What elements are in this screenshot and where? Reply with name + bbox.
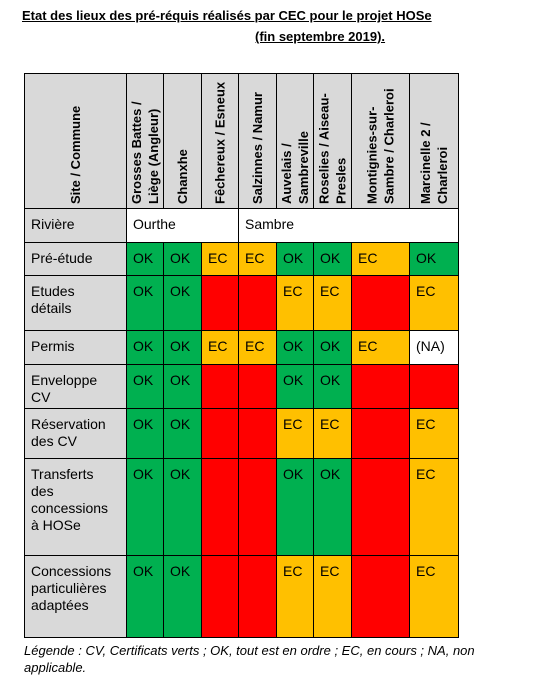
- status-cell: [351, 555, 410, 638]
- status-cell: OK: [409, 242, 459, 276]
- status-cell: OK: [126, 458, 164, 556]
- status-cell: EC: [238, 330, 277, 365]
- status-cell: EC: [276, 408, 314, 459]
- status-cell: EC: [276, 275, 314, 331]
- status-cell: OK: [126, 408, 164, 459]
- column-header-text: Auvelais / Sambreville: [279, 131, 311, 204]
- row-label: Réservation des CV: [24, 408, 127, 459]
- status-cell: EC: [313, 555, 352, 638]
- status-cell: EC: [409, 275, 459, 331]
- status-cell: OK: [126, 275, 164, 331]
- row-label-text: Permis: [31, 338, 75, 354]
- status-cell: OK: [276, 242, 314, 276]
- title: Etat des lieux des pré-réquis réalisés p…: [22, 8, 432, 23]
- status-cell: OK: [126, 364, 164, 409]
- column-header-text: Marcinelle 2 / Charleroi: [418, 122, 450, 204]
- status-cell: EC: [201, 330, 239, 365]
- column-header-text: Salzinnes / Namur: [250, 92, 265, 204]
- status-cell: OK: [163, 555, 202, 638]
- row-label: Permis: [24, 330, 127, 365]
- column-header-text: Chanxhe: [175, 149, 190, 204]
- status-cell: [238, 408, 277, 459]
- status-cell: EC: [409, 408, 459, 459]
- status-cell: [351, 408, 410, 459]
- row-label-text: Etudes détails: [31, 283, 75, 316]
- column-header: Roselies / Aiseau-Presles: [313, 73, 352, 209]
- column-header-text: Roselies / Aiseau-Presles: [316, 93, 349, 204]
- column-header: Auvelais / Sambreville: [276, 73, 314, 209]
- status-cell: [238, 555, 277, 638]
- status-cell: OK: [163, 242, 202, 276]
- status-cell: EC: [201, 242, 239, 276]
- status-cell: (NA): [409, 330, 459, 365]
- status-cell: Ourthe: [126, 208, 239, 243]
- status-cell: OK: [313, 364, 352, 409]
- status-cell: OK: [163, 364, 202, 409]
- status-cell: OK: [163, 275, 202, 331]
- row-label: Rivière: [24, 208, 127, 243]
- status-cell: OK: [163, 330, 202, 365]
- status-cell: OK: [163, 458, 202, 556]
- status-cell: [409, 364, 459, 409]
- column-header: Fêchereux / Esneux: [201, 73, 239, 209]
- status-cell: Sambre: [238, 208, 459, 243]
- column-header: Marcinelle 2 / Charleroi: [409, 73, 459, 209]
- status-cell: EC: [313, 408, 352, 459]
- legend: Légende : CV, Certificats verts ; OK, to…: [24, 643, 475, 675]
- status-cell: EC: [351, 330, 410, 365]
- status-cell: OK: [126, 242, 164, 276]
- status-cell: [238, 458, 277, 556]
- column-header-text: Fêchereux / Esneux: [212, 81, 228, 204]
- status-cell: [351, 364, 410, 409]
- status-cell: OK: [313, 458, 352, 556]
- status-cell: [201, 408, 239, 459]
- status-cell: OK: [163, 408, 202, 459]
- status-cell: EC: [351, 242, 410, 276]
- column-header-text: Grosses Battes / Liège (Angleur): [129, 101, 161, 204]
- status-cell: OK: [313, 330, 352, 365]
- row-label-text: Rivière: [31, 216, 75, 232]
- status-cell: OK: [126, 330, 164, 365]
- status-cell: [238, 364, 277, 409]
- row-label-text: Réservation des CV: [31, 416, 106, 449]
- column-header-text: Montignies-sur-Sambre / Charleroi: [364, 88, 397, 204]
- row-label-text: Pré-étude: [31, 250, 93, 266]
- column-header: Site / Commune: [24, 73, 127, 209]
- status-cell: [351, 275, 410, 331]
- status-cell: [201, 555, 239, 638]
- column-header: Salzinnes / Namur: [238, 73, 277, 209]
- row-label-text: Concessions particulières adaptées: [31, 563, 112, 613]
- status-cell: EC: [276, 555, 314, 638]
- status-cell: [201, 458, 239, 556]
- status-cell: OK: [276, 330, 314, 365]
- subtitle: (fin septembre 2019).: [255, 29, 386, 44]
- status-cell: OK: [276, 364, 314, 409]
- status-cell: [201, 275, 239, 331]
- column-header: Montignies-sur-Sambre / Charleroi: [351, 73, 410, 209]
- status-cell: [238, 275, 277, 331]
- row-label-text: Transferts des concessions à HOSe: [31, 466, 109, 533]
- status-cell: OK: [126, 555, 164, 638]
- status-cell: [351, 458, 410, 556]
- row-label: Pré-étude: [24, 242, 127, 276]
- row-label: Etudes détails: [24, 275, 127, 331]
- status-cell: EC: [313, 275, 352, 331]
- status-cell: OK: [276, 458, 314, 556]
- row-label: Concessions particulières adaptées: [24, 555, 127, 638]
- status-cell: OK: [313, 242, 352, 276]
- row-label: Enveloppe CV: [24, 364, 127, 409]
- column-header: Grosses Battes / Liège (Angleur): [126, 73, 164, 209]
- status-cell: EC: [409, 555, 459, 638]
- column-header: Chanxhe: [163, 73, 202, 209]
- column-header-text: Site / Commune: [68, 105, 83, 204]
- row-label-text: Enveloppe CV: [31, 372, 98, 405]
- status-cell: [201, 364, 239, 409]
- status-cell: EC: [238, 242, 277, 276]
- row-label: Transferts des concessions à HOSe: [24, 458, 127, 556]
- status-cell: EC: [409, 458, 459, 556]
